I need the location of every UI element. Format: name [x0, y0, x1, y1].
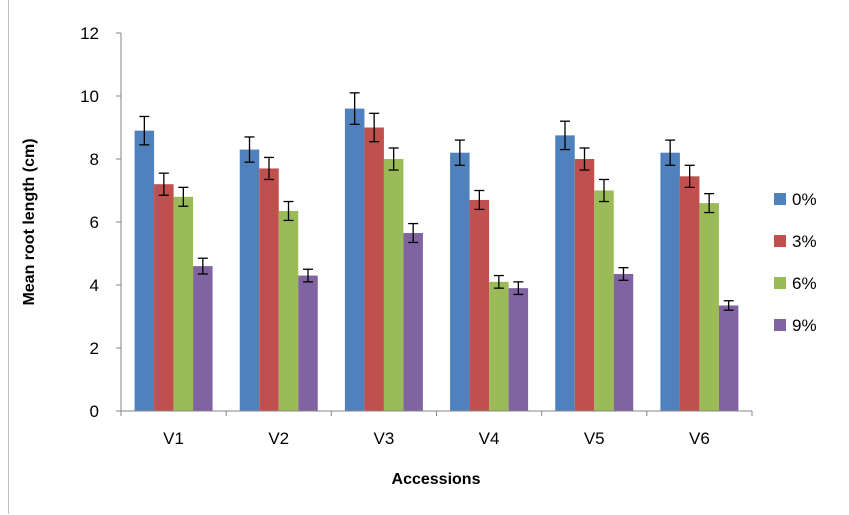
x-axis: V1 V2 V3 V4 V5 V6 — [120, 410, 753, 448]
bar — [613, 273, 634, 411]
legend-label: 6% — [792, 274, 817, 293]
bar — [259, 168, 279, 411]
y-tick-label: 0 — [90, 402, 99, 421]
y-tick-label: 4 — [90, 276, 99, 295]
legend-swatch — [774, 235, 786, 247]
bar — [489, 281, 509, 411]
y-axis-title: Mean root length (cm) — [21, 138, 38, 305]
x-axis-title: Accessions — [392, 471, 481, 488]
x-tick-label: V6 — [689, 429, 710, 448]
x-tick-label: V3 — [374, 429, 395, 448]
chart-marks — [134, 92, 739, 412]
bar — [173, 196, 194, 411]
legend-swatch — [774, 277, 786, 289]
bar — [574, 159, 595, 411]
bar — [344, 108, 365, 411]
bar — [555, 135, 575, 411]
bar — [508, 288, 529, 411]
legend-label: 9% — [792, 316, 817, 335]
legend-swatch — [774, 319, 786, 331]
bar — [154, 184, 174, 411]
bar — [660, 152, 680, 411]
y-tick-label: 12 — [80, 24, 99, 43]
y-tick-label: 2 — [90, 339, 99, 358]
x-tick-label: V2 — [268, 429, 289, 448]
bar — [403, 233, 423, 411]
bar — [718, 305, 739, 411]
bar — [383, 159, 404, 411]
bar — [134, 130, 155, 411]
y-axis: 0 2 4 6 8 10 12 — [80, 24, 122, 421]
legend-label: 3% — [792, 232, 817, 251]
y-tick-label: 8 — [90, 150, 99, 169]
y-tick-label: 6 — [90, 213, 99, 232]
bar — [699, 203, 719, 411]
legend-label: 0% — [792, 190, 817, 209]
legend-swatch — [774, 193, 786, 205]
x-tick-label: V1 — [163, 429, 184, 448]
bar — [679, 176, 700, 411]
bar — [239, 149, 260, 412]
legend: 0% 3% 6% 9% — [774, 190, 817, 335]
x-tick-label: V4 — [479, 429, 500, 448]
bar — [594, 190, 614, 411]
bar — [364, 127, 384, 411]
bar — [193, 266, 213, 411]
y-tick-label: 10 — [80, 87, 99, 106]
bar — [469, 199, 490, 411]
x-tick-label: V5 — [584, 429, 605, 448]
bar — [450, 152, 470, 411]
bar — [298, 275, 318, 411]
bar — [278, 210, 299, 411]
